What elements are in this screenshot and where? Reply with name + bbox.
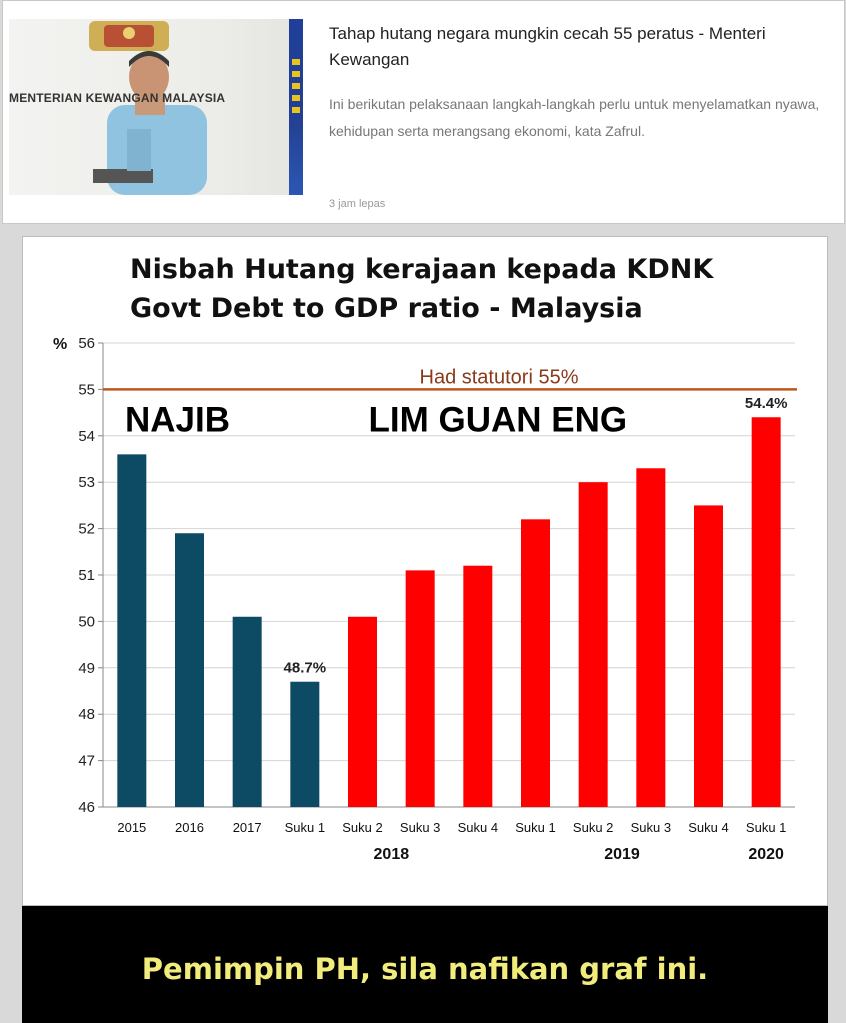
bar bbox=[117, 454, 147, 807]
x-tick-label: Suku 1 bbox=[285, 820, 325, 835]
year-group-label: 2020 bbox=[748, 846, 784, 863]
chart-title-line2: Govt Debt to GDP ratio - Malaysia bbox=[130, 293, 643, 324]
news-title-link[interactable]: Tahap hutang negara mungkin cecah 55 per… bbox=[329, 24, 766, 69]
data-label: 48.7% bbox=[284, 660, 327, 677]
y-tick-label: 54 bbox=[78, 428, 95, 445]
year-group-label: 2018 bbox=[374, 846, 410, 863]
y-tick-label: 56 bbox=[78, 335, 95, 352]
news-timestamp: 3 jam lepas bbox=[329, 198, 386, 210]
bar bbox=[290, 681, 320, 807]
bar bbox=[405, 570, 435, 807]
x-tick-label: Suku 3 bbox=[400, 820, 440, 835]
series-label-lim-guan-eng: LIM GUAN ENG bbox=[369, 400, 628, 439]
y-tick-label: 46 bbox=[78, 799, 95, 816]
y-tick-label: 51 bbox=[78, 567, 95, 584]
minister-figure bbox=[93, 51, 207, 195]
bar bbox=[636, 468, 666, 807]
x-tick-label: 2016 bbox=[175, 820, 204, 835]
y-tick-label: 48 bbox=[78, 706, 95, 723]
chart-title-line1: Nisbah Hutang kerajaan kepada KDNK bbox=[130, 254, 714, 285]
bar bbox=[463, 565, 493, 807]
y-tick-label: 52 bbox=[78, 521, 95, 538]
ministry-banner: MENTERIAN KEWANGAN MALAYSIA bbox=[9, 91, 226, 105]
x-tick-label: Suku 3 bbox=[631, 820, 671, 835]
x-tick-label: 2017 bbox=[233, 820, 262, 835]
x-tick-label: Suku 2 bbox=[573, 820, 613, 835]
x-tick-label: Suku 1 bbox=[515, 820, 555, 835]
news-card[interactable]: MENTERIAN KEWANGAN MALAYSIA Tahap hutang… bbox=[2, 0, 845, 224]
y-tick-label: 55 bbox=[78, 381, 95, 398]
news-photo bbox=[89, 21, 207, 195]
crest-icon bbox=[89, 21, 169, 51]
y-tick-label: 47 bbox=[78, 753, 95, 770]
x-tick-label: Suku 1 bbox=[746, 820, 786, 835]
news-summary: Ini berikutan pelaksanaan langkah-langka… bbox=[329, 96, 820, 139]
x-tick-label: Suku 2 bbox=[342, 820, 382, 835]
bar bbox=[521, 519, 550, 807]
bar bbox=[751, 417, 781, 807]
x-tick-label: 2015 bbox=[117, 820, 146, 835]
bar-chart: 46 47 48 49 50 51 52 53 54 55 56% Had statutori 55%… bbox=[53, 335, 797, 863]
flag-icon bbox=[289, 19, 303, 195]
statutory-limit-label: Had statutori 55% bbox=[420, 366, 579, 388]
bar bbox=[694, 505, 723, 807]
x-tick-label: Suku 4 bbox=[688, 820, 728, 835]
series-label-najib: NAJIB bbox=[125, 400, 230, 439]
bar bbox=[175, 533, 204, 807]
news-thumbnail[interactable]: MENTERIAN KEWANGAN MALAYSIA bbox=[9, 19, 303, 195]
y-tick-label: 50 bbox=[78, 613, 95, 630]
bar bbox=[348, 616, 377, 807]
bar bbox=[232, 616, 262, 807]
chart-panel: Nisbah Hutang kerajaan kepada KDNK Govt … bbox=[22, 236, 828, 906]
y-tick-label: 49 bbox=[78, 660, 95, 677]
caption-text: Pemimpin PH, sila nafikan graf ini. bbox=[141, 952, 709, 986]
bar bbox=[578, 482, 608, 807]
y-axis-label: % bbox=[53, 336, 67, 353]
x-tick-label: Suku 4 bbox=[458, 820, 498, 835]
data-label: 54.4% bbox=[745, 395, 788, 412]
year-group-label: 2019 bbox=[604, 846, 640, 863]
y-tick-label: 53 bbox=[78, 474, 95, 491]
caption-bar: Pemimpin PH, sila nafikan graf ini. bbox=[22, 906, 828, 1023]
